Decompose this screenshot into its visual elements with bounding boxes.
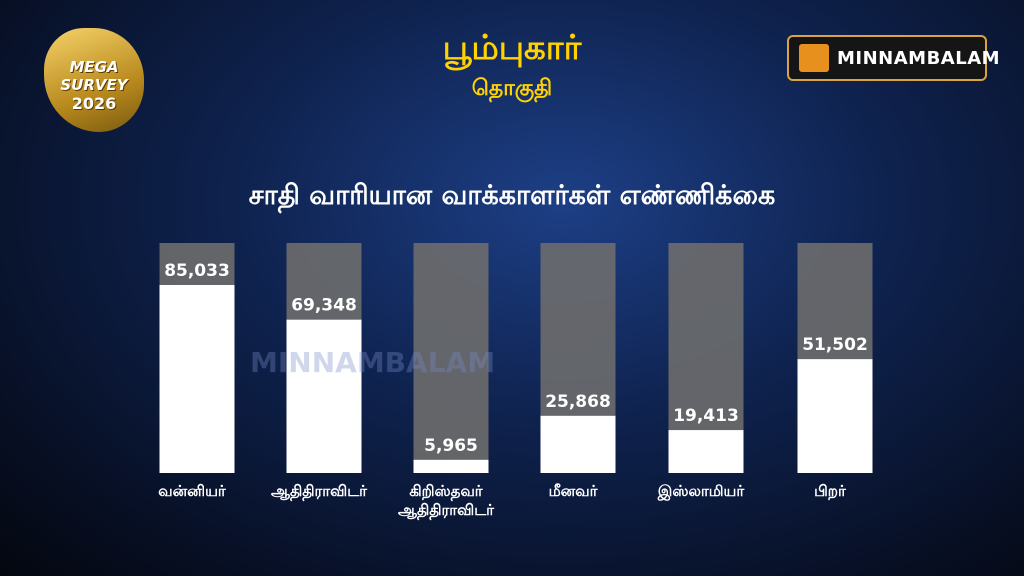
bar xyxy=(668,430,744,473)
category-label: பிறர் xyxy=(814,482,846,500)
survey-year: 2026 xyxy=(71,94,117,113)
brand-icon xyxy=(799,44,829,72)
brand-text: MINNAMBALAM xyxy=(837,48,1001,69)
bar xyxy=(413,459,489,473)
value-label: 69,348 xyxy=(291,296,357,316)
category-label: வன்னியர் xyxy=(158,482,226,500)
watermark: MINNAMBALAM xyxy=(250,346,496,379)
bar xyxy=(159,285,235,473)
brand-logo: MINNAMBALAM xyxy=(787,35,1000,81)
value-label: 5,965 xyxy=(424,436,478,456)
category-label: கிறிஸ்தவர் ஆதிதிராவிடர் xyxy=(398,482,494,519)
survey-text: MEGA SURVEY xyxy=(60,58,128,94)
bar xyxy=(286,319,362,473)
chart-title: சாதி வாரியான வாக்காளர்கள் எண்ணிக்கை xyxy=(248,180,776,211)
category-label: இஸ்லாமியர் xyxy=(657,482,745,500)
value-label: 85,033 xyxy=(164,261,230,281)
bar-track xyxy=(413,243,489,473)
value-label: 19,413 xyxy=(673,406,739,426)
value-label: 51,502 xyxy=(802,335,868,355)
title: பூம்புகார் xyxy=(442,28,582,68)
survey-logo: MEGA SURVEY 2026 xyxy=(44,28,144,132)
bar xyxy=(797,359,873,473)
bar xyxy=(540,415,616,473)
category-label: ஆதிதிராவிடர் xyxy=(271,482,367,500)
subtitle: தொகுதி xyxy=(471,76,553,101)
value-label: 25,868 xyxy=(545,392,611,412)
category-label: மீனவர் xyxy=(548,482,598,500)
